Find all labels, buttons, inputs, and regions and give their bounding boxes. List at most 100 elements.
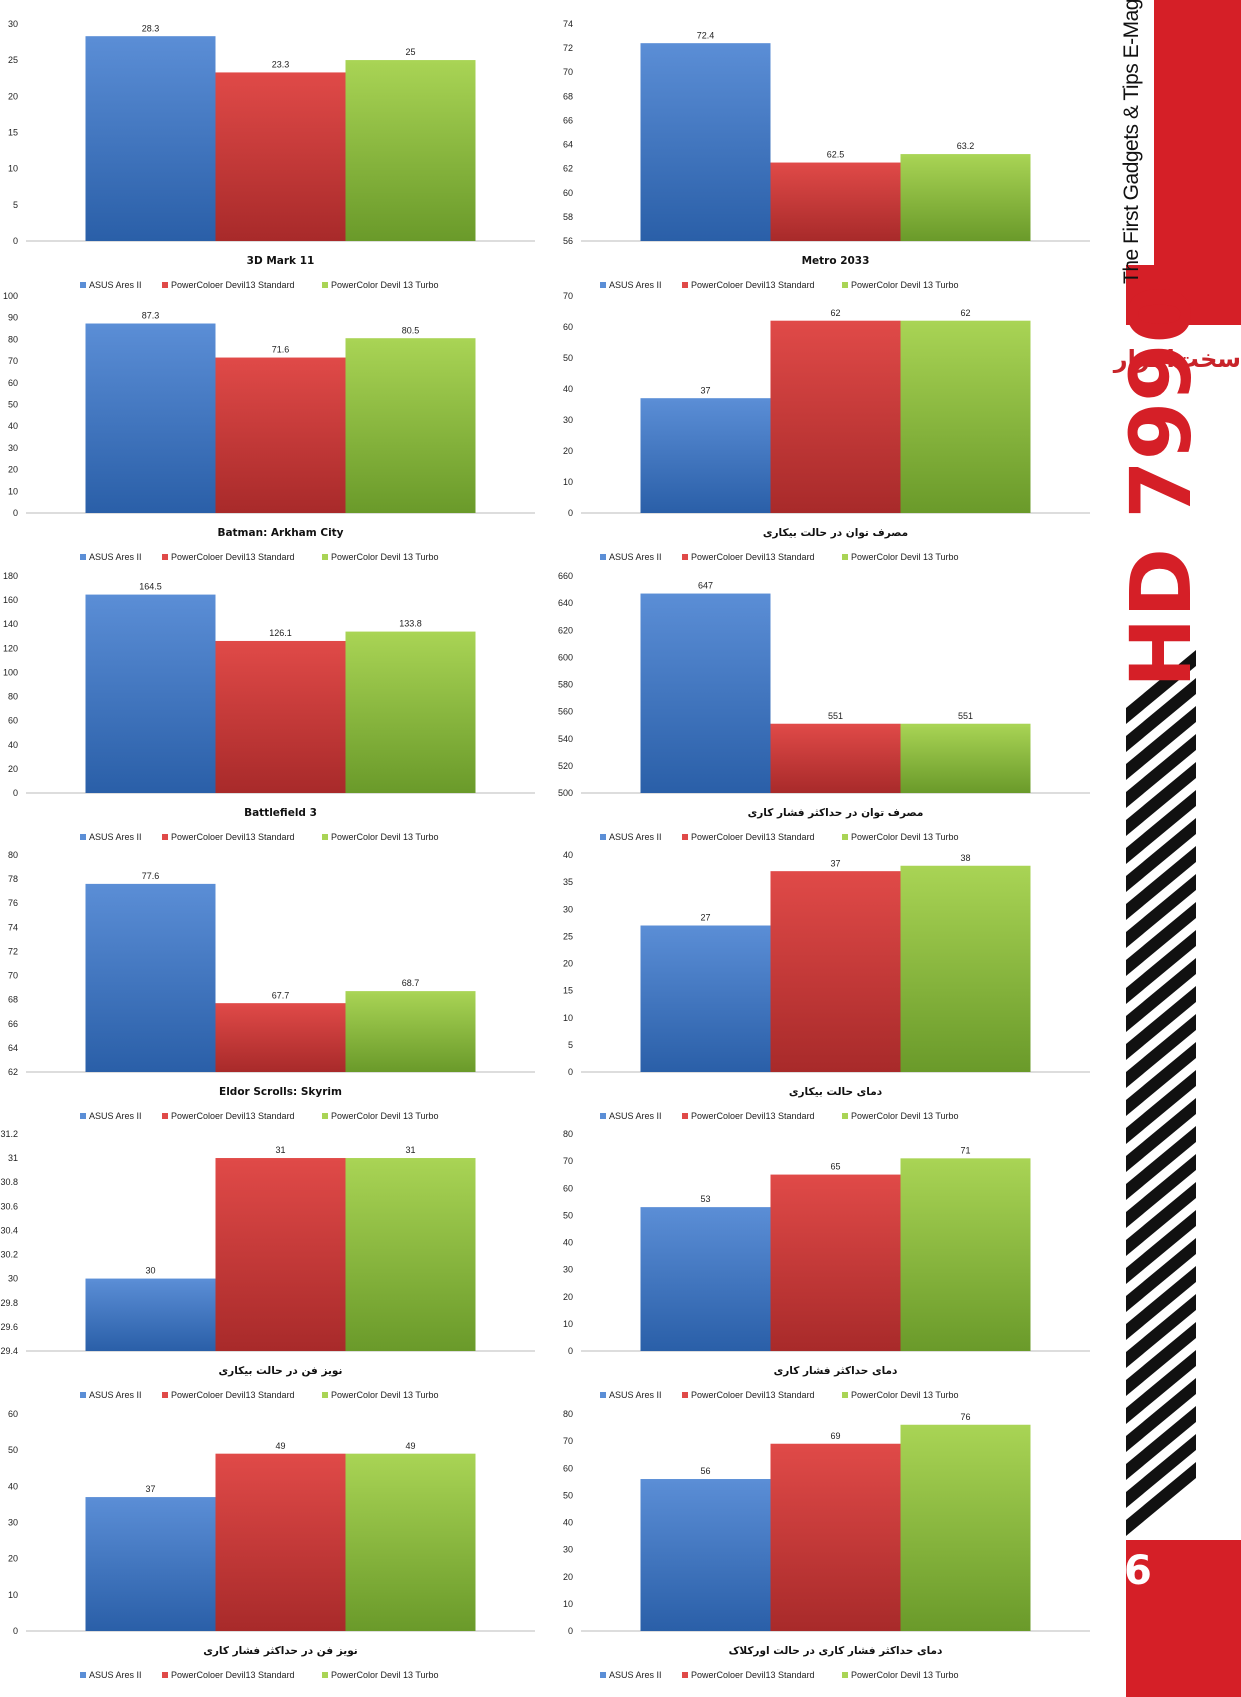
y-tick-label: 80	[8, 850, 18, 860]
bar-top-highlight	[900, 1158, 1031, 1162]
bar-top-highlight	[215, 1453, 346, 1457]
legend-swatch	[600, 834, 606, 840]
y-tick-label: 15	[563, 986, 573, 996]
legend-label: ASUS Ares II	[89, 832, 142, 842]
bar-value-label: 31	[405, 1145, 415, 1155]
chart-title: مصرف توان در حالت بیکاری	[763, 527, 908, 539]
y-tick-label: 90	[8, 313, 18, 323]
bar-top-highlight	[770, 320, 901, 324]
y-tick-label: 50	[563, 1490, 573, 1500]
chart-title: 3D Mark 11	[247, 255, 315, 267]
bar-value-label: 37	[145, 1484, 155, 1494]
legend-label: ASUS Ares II	[609, 1390, 662, 1400]
bar-top-highlight	[770, 162, 901, 166]
legend-swatch	[842, 834, 848, 840]
stripe	[1126, 930, 1196, 1004]
y-tick-label: 60	[563, 1183, 573, 1193]
chart-title: Batman: Arkham City	[217, 527, 343, 539]
stripe	[1126, 790, 1196, 864]
legend-swatch	[600, 554, 606, 560]
bar-top-highlight	[215, 72, 346, 76]
legend-label: ASUS Ares II	[609, 1670, 662, 1680]
chart-5: 0 20 40 60 80 100 120 140 160 180 164.5 126.1 133.8 B…	[0, 560, 555, 842]
legend-swatch	[80, 1113, 86, 1119]
legend-label: PowerColoer Devil13 Standard	[691, 1111, 815, 1121]
page-number: 6	[1124, 1548, 1152, 1594]
bar-top-highlight	[900, 723, 1031, 727]
bar-top-highlight	[900, 865, 1031, 869]
bar-value-label: 62	[830, 308, 840, 318]
y-tick-label: 580	[558, 680, 573, 690]
chart-title: مصرف توان در حداکثر فشار کاری	[748, 807, 924, 819]
y-tick-label: 40	[563, 1238, 573, 1248]
y-tick-label: 20	[563, 446, 573, 456]
bar-value-label: 31	[275, 1145, 285, 1155]
bar-value-label: 56	[700, 1466, 710, 1476]
y-tick-label: 40	[563, 850, 573, 860]
y-tick-label: 68	[8, 995, 18, 1005]
y-tick-label: 560	[558, 707, 573, 717]
legend-label: PowerColor Devil 13 Turbo	[331, 552, 439, 562]
chart-svg: 0 10 20 30 40 50 60 70 37 62 62 مصرف توان در حالت ب…	[563, 291, 1090, 562]
y-tick-label: 80	[563, 1409, 573, 1419]
bar-value-label: 69	[830, 1431, 840, 1441]
chart-1: 0 5 10 15 20 25 30 28.3 23.3 25 3D Mark 11 ASUS Are…	[0, 8, 555, 290]
legend-swatch	[162, 554, 168, 560]
y-tick-label: 60	[563, 322, 573, 332]
sidebar-band	[1126, 0, 1241, 1697]
sidebar-red-bottom-notch	[1126, 1540, 1241, 1565]
y-tick-label: 70	[8, 971, 18, 981]
bar-blue	[640, 925, 771, 1072]
bar-value-label: 67.7	[272, 990, 290, 1000]
legend-label: PowerColor Devil 13 Turbo	[851, 280, 959, 290]
bar-top-highlight	[215, 640, 346, 644]
bar-green	[900, 1158, 1031, 1351]
y-tick-label: 180	[3, 571, 18, 581]
chart-4: 0 10 20 30 40 50 60 70 37 62 62 مصرف توان در حالت ب…	[555, 280, 1110, 562]
y-tick-label: 74	[563, 19, 573, 29]
stripe	[1126, 986, 1196, 1060]
bar-value-label: 25	[405, 47, 415, 57]
legend-label: PowerColor Devil 13 Turbo	[331, 1111, 439, 1121]
chart-svg: 62 64 66 68 70 72 74 76 78 80 77.6 67.7 68.7 Eldor Sc…	[8, 850, 535, 1121]
stripe	[1126, 1070, 1196, 1144]
legend-label: PowerColoer Devil13 Standard	[171, 552, 295, 562]
legend-swatch	[322, 1392, 328, 1398]
stripe	[1126, 650, 1196, 724]
bar-value-label: 133.8	[399, 619, 422, 629]
bar-top-highlight	[345, 991, 476, 995]
bar-value-label: 23.3	[272, 59, 290, 69]
bar-top-highlight	[900, 154, 1031, 158]
chart-7: 62 64 66 68 70 72 74 76 78 80 77.6 67.7 68.7 Eldor Sc…	[0, 839, 555, 1121]
y-tick-label: 31.2	[0, 1129, 18, 1139]
legend-swatch	[600, 1113, 606, 1119]
legend-label: PowerColor Devil 13 Turbo	[851, 832, 959, 842]
chart-svg: 0 5 10 15 20 25 30 35 40 27 37 38 دمای حالت بیکاری AS…	[563, 850, 1090, 1121]
y-tick-label: 25	[563, 931, 573, 941]
chart-svg: 29.4 29.6 29.8 30 30.2 30.4 30.6 30.8 31 31.2 30 31…	[0, 1129, 535, 1400]
y-tick-label: 25	[8, 55, 18, 65]
chart-title: Eldor Scrolls: Skyrim	[219, 1086, 342, 1098]
stripe	[1126, 678, 1196, 752]
y-tick-label: 70	[563, 291, 573, 301]
stripe	[1126, 1042, 1196, 1116]
y-tick-label: 10	[563, 1013, 573, 1023]
y-tick-label: 0	[568, 508, 573, 518]
y-tick-label: 620	[558, 625, 573, 635]
brand-tagline-text: The First Gadgets & Tips E-Mag	[1120, 0, 1143, 284]
y-tick-label: 66	[563, 115, 573, 125]
chart-title: دمای حداکثر فشار کاری در حالت اورکلاک	[729, 1645, 943, 1657]
y-tick-label: 64	[563, 140, 573, 150]
y-tick-label: 20	[8, 764, 18, 774]
legend-swatch	[682, 1392, 688, 1398]
chart-title: نویز فن در حداکثر فشار کاری	[203, 1645, 358, 1657]
bar-red	[215, 72, 346, 241]
legend-swatch	[842, 1672, 848, 1678]
legend-swatch	[162, 1392, 168, 1398]
y-tick-label: 31	[8, 1153, 18, 1163]
stripe	[1126, 1350, 1196, 1424]
legend-label: PowerColor Devil 13 Turbo	[851, 1670, 959, 1680]
bar-top-highlight	[215, 1158, 346, 1162]
legend-swatch	[80, 1672, 86, 1678]
legend-label: ASUS Ares II	[609, 552, 662, 562]
